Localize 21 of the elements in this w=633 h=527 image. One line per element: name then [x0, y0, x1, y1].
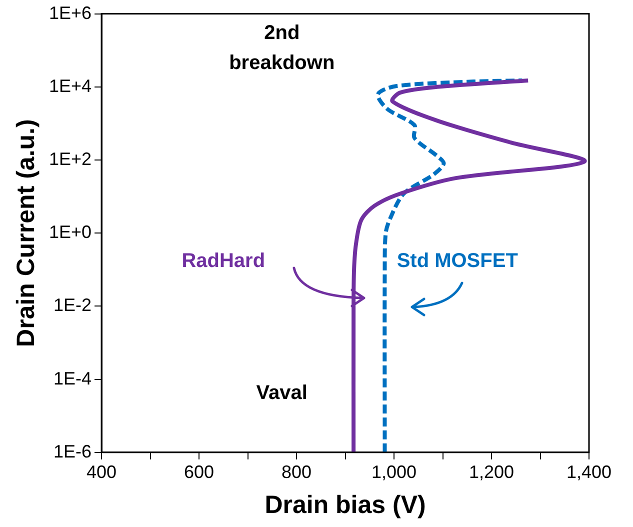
x-tick-label: 1,200 [468, 462, 514, 482]
y-tick-label: 1E+0 [48, 222, 92, 242]
annotation: Vaval [255, 380, 308, 406]
x-tick-label: 600 [184, 462, 214, 482]
x-tick-label: 400 [86, 462, 117, 482]
x-tick-label: 1,400 [566, 462, 612, 482]
x-tick-label: 1,000 [371, 462, 417, 482]
x-tick-label: 800 [282, 462, 312, 482]
series-label: Std MOSFET [396, 249, 519, 274]
line-series [376, 78, 524, 452]
y-tick-label: 1E-2 [54, 295, 92, 316]
y-tick-label: 1E+2 [48, 148, 92, 169]
y-tick-label: 1E+6 [48, 2, 92, 23]
x-axis-title: Drain bias (V) [264, 490, 426, 519]
text: RadHard [180, 249, 266, 274]
y-tick-label: 1E+4 [48, 76, 92, 96]
y-tick-label: 1E-4 [54, 368, 92, 388]
annotation: 2nd breakdown [228, 21, 336, 76]
y-axis-title: Drain Current (a.u.) [12, 119, 40, 347]
line-series [352, 78, 587, 452]
y-tick-label: 1E-6 [54, 441, 92, 462]
